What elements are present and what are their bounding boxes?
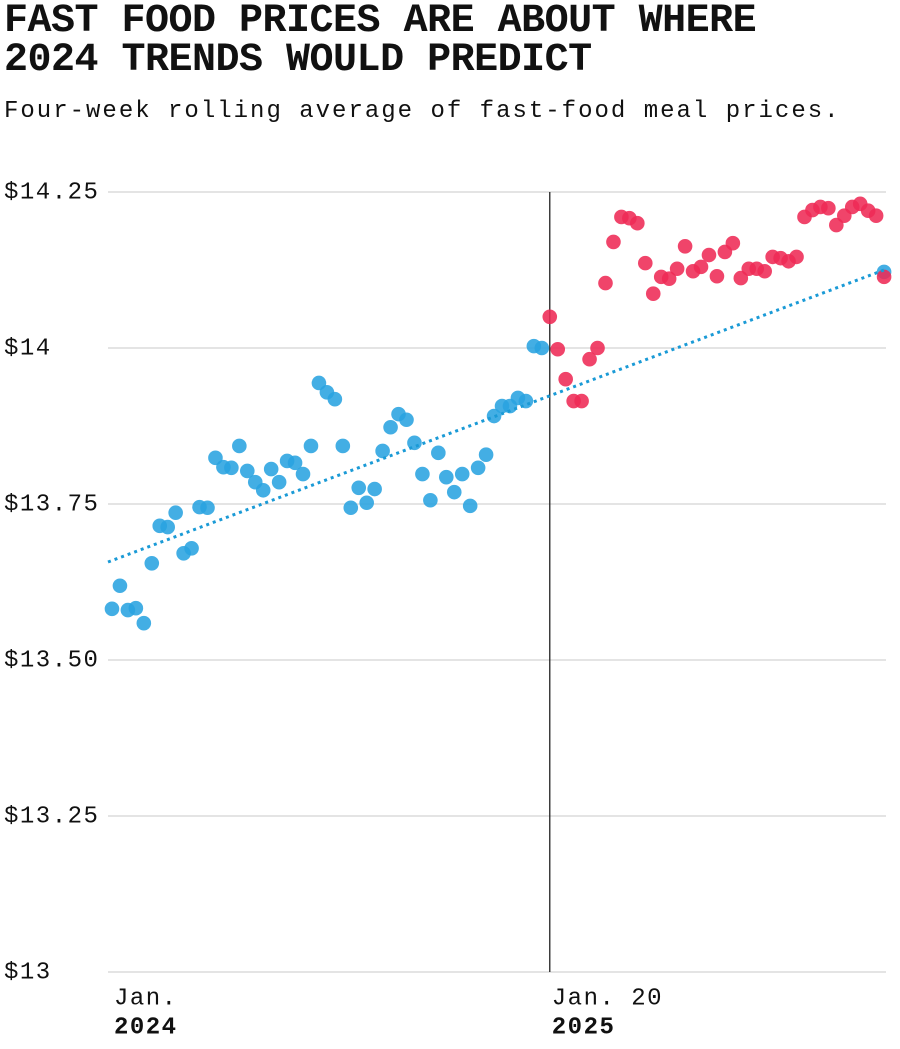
point — [821, 200, 836, 216]
y-tick-label: $13.25 — [4, 803, 99, 830]
point — [550, 341, 566, 357]
trend-line — [107, 268, 885, 564]
point — [399, 412, 414, 428]
point — [160, 519, 175, 535]
point — [693, 259, 709, 275]
point — [367, 481, 382, 497]
point — [104, 601, 120, 617]
point — [868, 208, 884, 224]
point — [630, 215, 645, 231]
point — [598, 275, 613, 291]
point — [136, 615, 152, 631]
x-tick-year: 2024 — [114, 1014, 178, 1041]
point — [128, 600, 144, 616]
point — [637, 255, 653, 271]
point — [876, 269, 892, 285]
point — [184, 541, 199, 556]
point — [606, 234, 621, 250]
point — [287, 455, 303, 471]
chart-title: FAST FOOD PRICES ARE ABOUT WHERE 2024 TR… — [4, 0, 757, 83]
point — [462, 498, 478, 514]
point — [303, 438, 319, 454]
point — [423, 492, 438, 508]
point — [271, 474, 287, 490]
point — [383, 419, 398, 435]
point — [200, 500, 215, 516]
x-tick-label: Jan. — [114, 985, 178, 1012]
y-tick-label: $13.50 — [4, 647, 99, 674]
y-tick-label: $13 — [4, 959, 52, 986]
point — [359, 495, 374, 511]
point-group — [542, 196, 892, 409]
point — [112, 578, 128, 594]
point — [454, 466, 470, 482]
point — [590, 340, 605, 356]
y-tick-label: $13.75 — [4, 491, 99, 518]
point — [725, 235, 741, 251]
point — [295, 466, 311, 482]
point — [255, 482, 271, 498]
point — [582, 351, 597, 367]
point — [144, 555, 160, 571]
point — [415, 466, 430, 482]
point — [335, 438, 351, 454]
point — [375, 443, 390, 459]
point — [534, 340, 550, 356]
chart-subtitle: Four-week rolling average of fast-food m… — [4, 98, 841, 125]
point — [478, 447, 494, 463]
point — [168, 505, 183, 521]
point — [661, 271, 677, 287]
point — [263, 461, 279, 477]
y-tick-label: $14.25 — [4, 179, 99, 206]
point — [446, 484, 462, 500]
point — [351, 480, 367, 496]
point — [574, 393, 589, 409]
point — [542, 309, 558, 325]
point — [232, 438, 247, 454]
point — [327, 391, 343, 407]
point — [438, 469, 454, 485]
point — [709, 268, 725, 284]
point-group — [104, 264, 892, 631]
point — [558, 371, 573, 387]
y-tick-label: $14 — [4, 335, 52, 362]
point — [669, 261, 685, 277]
x-tick-label: Jan. 20 — [552, 985, 663, 1012]
point — [224, 460, 239, 476]
point — [677, 238, 693, 254]
point — [645, 286, 661, 302]
point — [343, 500, 359, 516]
point — [757, 263, 772, 279]
point — [789, 249, 804, 265]
point — [701, 247, 717, 263]
point — [470, 460, 486, 476]
point — [239, 463, 255, 479]
point — [431, 445, 446, 461]
x-tick-year: 2025 — [552, 1014, 616, 1041]
